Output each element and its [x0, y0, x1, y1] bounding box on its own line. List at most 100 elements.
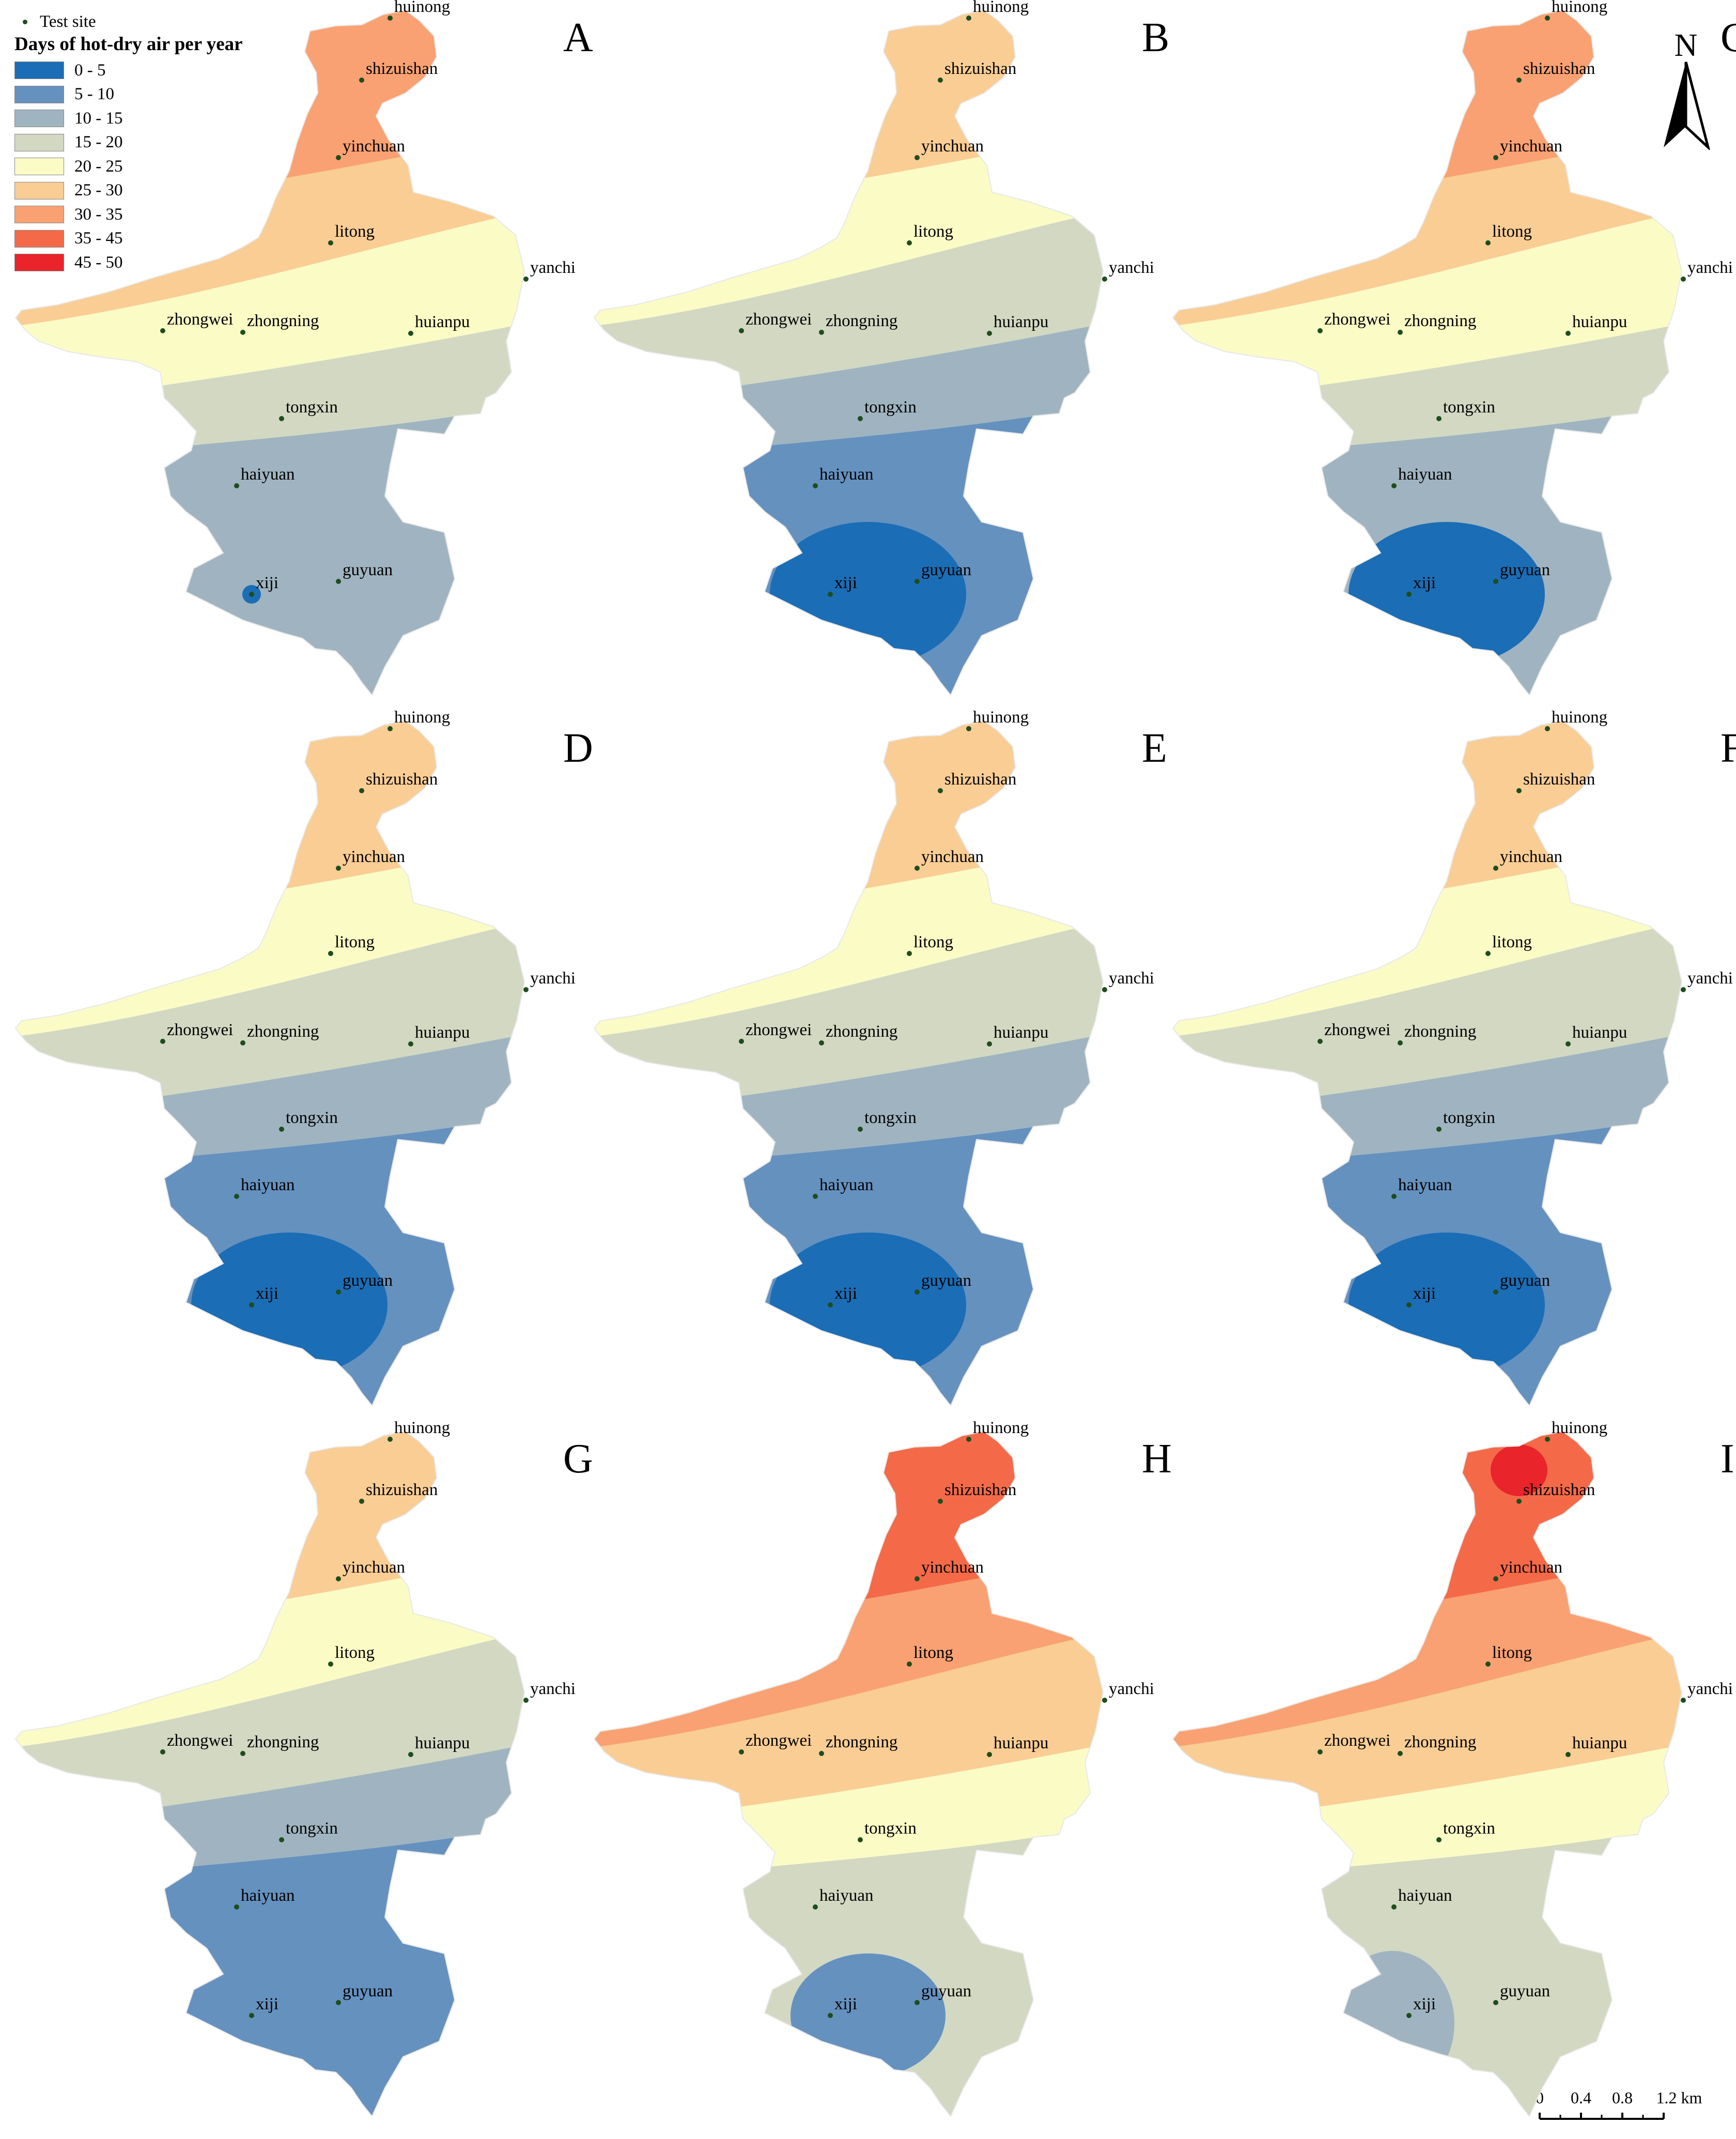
test-site-marker: [907, 1661, 912, 1667]
test-site-marker: [858, 1837, 863, 1842]
test-site-marker: [1318, 328, 1323, 333]
site-label-yanchi: yanchi: [530, 1680, 576, 1698]
class-zone: [1173, 10, 1682, 222]
site-label-yanchi: yanchi: [1109, 1680, 1154, 1698]
legend-class-label: 45 - 50: [74, 253, 123, 272]
test-site-marker: [388, 1437, 393, 1442]
legend-test-site-label: Test site: [40, 12, 96, 31]
test-site-marker: [523, 276, 529, 282]
legend-class-4: 20 - 25: [14, 155, 283, 179]
test-site-marker: [336, 155, 341, 160]
map-panel-d: huinong shizuishan yinchuan litong yanchi zho…: [0, 708, 593, 1421]
site-label-haiyuan: haiyuan: [1398, 465, 1452, 484]
site-label-huianpu: huianpu: [1572, 1734, 1627, 1752]
map-panel-g: huinong shizuishan yinchuan litong yanchi zho…: [0, 1419, 593, 2132]
test-site-marker: [249, 592, 254, 597]
site-label-huinong: huinong: [394, 0, 450, 16]
site-label-xiji: xiji: [1413, 574, 1436, 592]
test-site-marker: [813, 483, 818, 488]
low-value-zone: [770, 522, 966, 667]
panel-label: C: [1721, 15, 1736, 60]
choropleth-map: huinong shizuishan yinchuan litong yanchi zho…: [593, 708, 1154, 1407]
test-site-marker: [160, 328, 165, 333]
legend-swatch: [14, 254, 64, 272]
site-label-shizuishan: shizuishan: [1523, 770, 1595, 789]
test-site-marker: [328, 240, 333, 245]
test-site-marker: [813, 1904, 818, 1910]
test-site-marker: [1516, 78, 1522, 83]
test-site-marker: [938, 788, 943, 793]
test-site-marker: [915, 579, 920, 584]
site-label-zhongwei: zhongwei: [746, 310, 812, 329]
legend-class-label: 25 - 30: [74, 181, 123, 200]
test-site-marker: [359, 1499, 364, 1504]
test-site-marker: [1493, 579, 1498, 584]
site-label-litong: litong: [913, 222, 953, 241]
legend-title: Days of hot-dry air per year: [14, 34, 243, 55]
choropleth-map: huinong shizuishan yinchuan litong yanchi zho…: [14, 1419, 576, 2117]
test-site-marker: [240, 1040, 245, 1045]
site-label-yinchuan: yinchuan: [921, 137, 984, 156]
site-label-huianpu: huianpu: [1572, 313, 1627, 331]
test-site-marker: [328, 1661, 333, 1667]
site-label-huianpu: huianpu: [1572, 1023, 1627, 1042]
site-label-huinong: huinong: [973, 708, 1029, 727]
test-site-marker-icon: [23, 19, 27, 24]
test-site-marker: [523, 1698, 529, 1703]
test-site-marker: [408, 331, 413, 336]
low-value-zone: [770, 1233, 966, 1377]
test-site-marker: [1566, 1752, 1571, 1757]
panel-label: F: [1721, 726, 1736, 771]
site-label-yanchi: yanchi: [1109, 258, 1154, 277]
scale-tick-3: 1.2 km: [1656, 2088, 1702, 2107]
site-label-haiyuan: haiyuan: [1398, 1176, 1452, 1194]
hotspot-zone: [1491, 1444, 1547, 1496]
test-site-marker: [388, 726, 393, 731]
test-site-marker: [1493, 866, 1498, 871]
test-site-marker: [1493, 155, 1498, 160]
low-value-zone: [1349, 522, 1545, 667]
test-site-marker: [328, 951, 333, 956]
test-site-marker: [234, 483, 239, 488]
site-label-haiyuan: haiyuan: [241, 1886, 295, 1905]
site-label-huinong: huinong: [973, 0, 1029, 16]
legend-class-label: 0 - 5: [74, 60, 106, 80]
test-site-marker: [1493, 1576, 1498, 1581]
test-site-marker: [1436, 416, 1442, 421]
test-site-marker: [966, 1437, 971, 1442]
site-label-litong: litong: [335, 1643, 375, 1662]
north-arrow-icon: N: [1664, 28, 1711, 151]
site-label-huinong: huinong: [1552, 1419, 1607, 1437]
site-label-zhongwei: zhongwei: [167, 1731, 233, 1750]
test-site-marker: [1566, 1041, 1571, 1047]
test-site-marker: [1516, 1499, 1522, 1504]
site-label-zhongning: zhongning: [826, 1022, 897, 1041]
test-site-marker: [240, 330, 245, 335]
test-site-marker: [336, 866, 341, 871]
test-site-marker: [1493, 2000, 1498, 2005]
test-site-marker: [1406, 1302, 1412, 1307]
site-label-huianpu: huianpu: [994, 1023, 1048, 1042]
legend-classes: 0 - 5 5 - 10 10 - 15 15 - 20 20 - 25 25 - 30 3…: [14, 58, 283, 275]
map-legend: Test site Days of hot-dry air per year 0…: [14, 10, 283, 275]
test-site-marker: [938, 1499, 943, 1504]
test-site-marker: [1681, 276, 1686, 282]
region-outline: [14, 720, 525, 1407]
site-label-yanchi: yanchi: [1687, 1680, 1733, 1698]
site-label-zhongwei: zhongwei: [167, 310, 233, 329]
site-label-huinong: huinong: [973, 1419, 1029, 1437]
legend-class-2: 10 - 15: [14, 106, 283, 131]
test-site-marker: [1406, 592, 1412, 597]
map-panel-a: huinong shizuishan yinchuan litong yanchi zho…: [0, 0, 593, 711]
scale-tick-1: 0.4: [1571, 2088, 1591, 2107]
test-site-marker: [915, 155, 920, 160]
test-site-marker: [1318, 1749, 1323, 1755]
site-label-haiyuan: haiyuan: [819, 1176, 873, 1194]
test-site-marker: [1436, 1127, 1442, 1132]
test-site-marker: [1398, 1751, 1403, 1756]
scale-bar: 0 0.4 0.8 1.2 km: [1529, 2088, 1726, 2129]
site-label-litong: litong: [913, 1643, 953, 1662]
site-label-tongxin: tongxin: [1443, 398, 1495, 417]
site-label-shizuishan: shizuishan: [944, 1481, 1016, 1499]
choropleth-map: huinong shizuishan yinchuan litong yanchi zho…: [1172, 0, 1733, 696]
